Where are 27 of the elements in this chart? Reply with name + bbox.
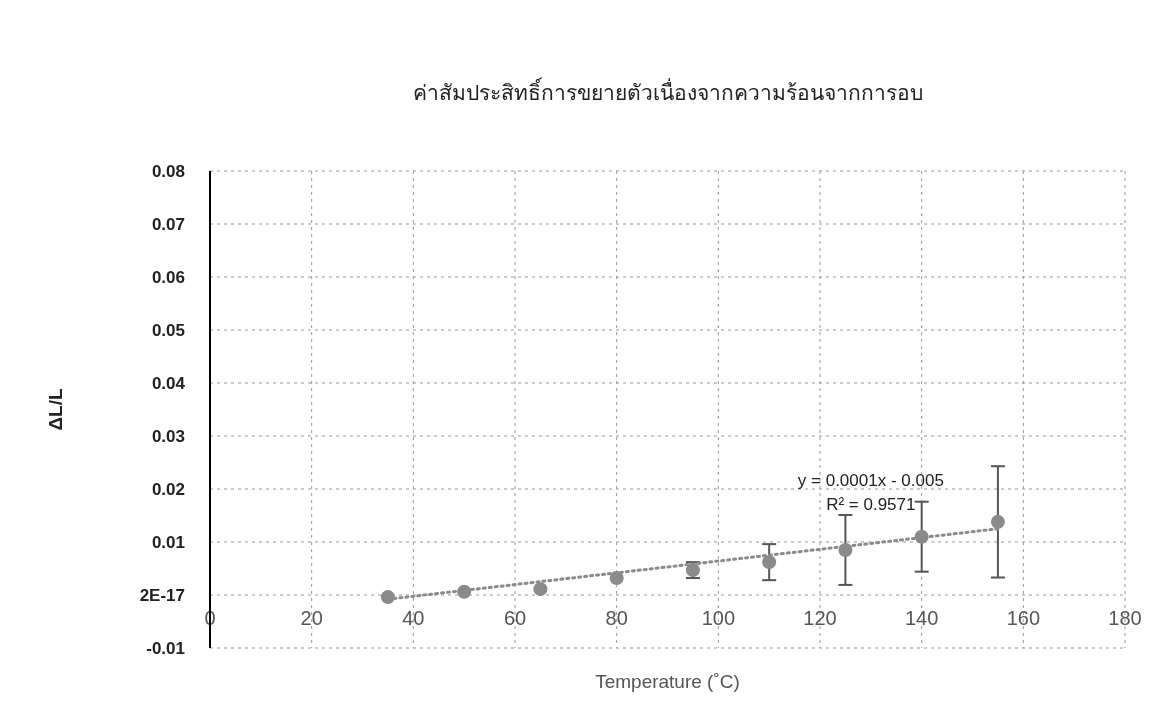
y-tick-label: 0.05 bbox=[151, 321, 185, 340]
x-tick-label: 180 bbox=[1108, 607, 1142, 629]
y-tick-label: 0.04 bbox=[151, 374, 186, 393]
point bbox=[990, 514, 1005, 529]
y-tick-label: 0.07 bbox=[151, 215, 185, 234]
y-tick-label: 0.02 bbox=[151, 480, 185, 499]
x-tick-label: 40 bbox=[402, 607, 425, 629]
x-tick-label: 160 bbox=[1006, 607, 1041, 629]
x-tick-label: 80 bbox=[605, 607, 628, 629]
point bbox=[762, 555, 777, 570]
annotation: y = 0.0001x - 0.005 bbox=[797, 471, 944, 491]
chart-title: ค่าสัมประสิทธิ์การขยายตัวเนื่องจากความร้อนจากการอบ bbox=[412, 77, 923, 104]
x-tick-label: 100 bbox=[701, 607, 736, 629]
annotation: R² = 0.9571 bbox=[826, 495, 916, 515]
y-tick-label: 2E-17 bbox=[139, 586, 185, 605]
x-tick-label: 140 bbox=[904, 607, 939, 629]
x-tick-label: 60 bbox=[503, 607, 527, 629]
y-tick-label: 0.01 bbox=[151, 533, 185, 552]
y-tick-label: 0.03 bbox=[151, 427, 185, 446]
y-axis-title: ΔL/L bbox=[45, 388, 66, 431]
point bbox=[533, 582, 548, 597]
y-tick-label: -0.01 bbox=[146, 639, 185, 658]
x-tick-label: 120 bbox=[803, 607, 837, 629]
y-tick-label: 0.08 bbox=[151, 162, 185, 181]
x-axis-title: Temperature (˚C) bbox=[595, 671, 740, 692]
x-tick-label: 20 bbox=[300, 607, 323, 629]
y-tick-label: 0.06 bbox=[151, 268, 185, 287]
